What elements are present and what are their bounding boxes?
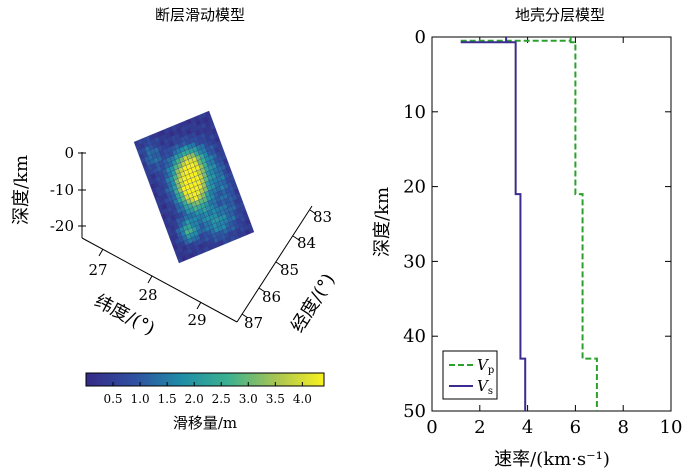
x-axis-label: 速率/(km·s⁻¹) bbox=[494, 449, 610, 470]
colorbar bbox=[85, 372, 325, 387]
series-line-vp bbox=[460, 37, 598, 411]
y-tick-label: 20 bbox=[403, 177, 426, 198]
y-axis-label: 深度/km bbox=[372, 187, 393, 257]
velocity-axes: 0 2 4 6 8 10 0 10 20 30 40 50 bbox=[403, 27, 682, 438]
lon-tick-mark bbox=[292, 235, 300, 241]
lon-tick-label: 84 bbox=[297, 234, 316, 252]
x-tick-label: 8 bbox=[617, 417, 628, 438]
longitude-axis-label: 经度/(°) bbox=[287, 270, 339, 336]
colorbar-tick-label: 2.0 bbox=[185, 392, 204, 406]
lon-tick-label: 83 bbox=[313, 208, 332, 226]
colorbar-tick-label: 0.5 bbox=[103, 392, 122, 406]
lon-tick-mark bbox=[309, 209, 317, 215]
legend-vs-label: Vs bbox=[477, 377, 493, 397]
slip-heatmap bbox=[133, 110, 255, 264]
lon-tick-label: 86 bbox=[262, 288, 281, 306]
x-tick-label: 0 bbox=[426, 417, 437, 438]
series-line-vs bbox=[460, 37, 527, 411]
legend-vp-label: Vp bbox=[477, 356, 494, 376]
velocity-series bbox=[460, 37, 598, 411]
lon-tick-mark bbox=[275, 261, 283, 267]
depth-axis-label: 深度/km bbox=[11, 155, 32, 225]
y-tick-label: 10 bbox=[403, 102, 426, 123]
x-tick-label: 6 bbox=[570, 417, 581, 438]
colorbar-label: 滑移量/m bbox=[173, 414, 237, 432]
longitude-axis-line bbox=[236, 205, 313, 323]
y-tick-label: 30 bbox=[403, 251, 426, 272]
x-tick-label: 2 bbox=[474, 417, 485, 438]
lon-tick-mark bbox=[258, 287, 266, 293]
lat-tick-mark bbox=[147, 275, 153, 284]
x-tick-label: 4 bbox=[522, 417, 533, 438]
x-tick-label: 10 bbox=[660, 417, 683, 438]
lon-tick-mark bbox=[241, 313, 249, 319]
depth-tick-label: 0 bbox=[64, 144, 74, 162]
plot-frame bbox=[431, 36, 672, 412]
colorbar-tick-label: 2.5 bbox=[212, 392, 231, 406]
colorbar-tick-label: 1.5 bbox=[158, 392, 177, 406]
depth-tick-label: -10 bbox=[50, 181, 74, 199]
colorbar-ticks: 0.5 1.0 1.5 2.0 2.5 3.0 3.5 4.0 bbox=[103, 382, 312, 406]
crust-model-panel: 地壳分层模型 0 2 4 6 8 10 0 10 20 30 40 50 深度/km 速率/(km·s… bbox=[372, 6, 682, 470]
crust-model-title: 地壳分层模型 bbox=[515, 6, 605, 24]
colorbar-tick-label: 4.0 bbox=[293, 392, 312, 406]
y-tick-label: 0 bbox=[415, 27, 426, 48]
fault-slip-panel: 断层滑动模型 0 -10 -20 深度/km 27 28 29 纬度/(°) 8… bbox=[11, 6, 339, 432]
latitude-axis-line bbox=[81, 237, 238, 323]
lat-tick-label: 27 bbox=[88, 261, 107, 279]
legend-box bbox=[442, 350, 498, 400]
lat-tick-label: 29 bbox=[187, 311, 206, 329]
lat-tick-mark bbox=[98, 248, 104, 257]
colorbar-tick-label: 3.5 bbox=[266, 392, 285, 406]
lon-tick-label: 85 bbox=[280, 261, 299, 279]
slip-cell bbox=[248, 227, 255, 234]
y-tick-label: 40 bbox=[403, 326, 426, 347]
depth-tick-label: -20 bbox=[50, 217, 74, 235]
lon-tick-label: 87 bbox=[244, 314, 263, 332]
colorbar-tick-label: 3.0 bbox=[239, 392, 258, 406]
y-tick-label: 50 bbox=[403, 401, 426, 422]
lat-tick-mark bbox=[196, 301, 202, 310]
legend: Vp Vs bbox=[442, 350, 498, 400]
lat-tick-label: 28 bbox=[138, 286, 157, 304]
fault-slip-title: 断层滑动模型 bbox=[155, 6, 245, 24]
colorbar-tick-label: 1.0 bbox=[131, 392, 150, 406]
